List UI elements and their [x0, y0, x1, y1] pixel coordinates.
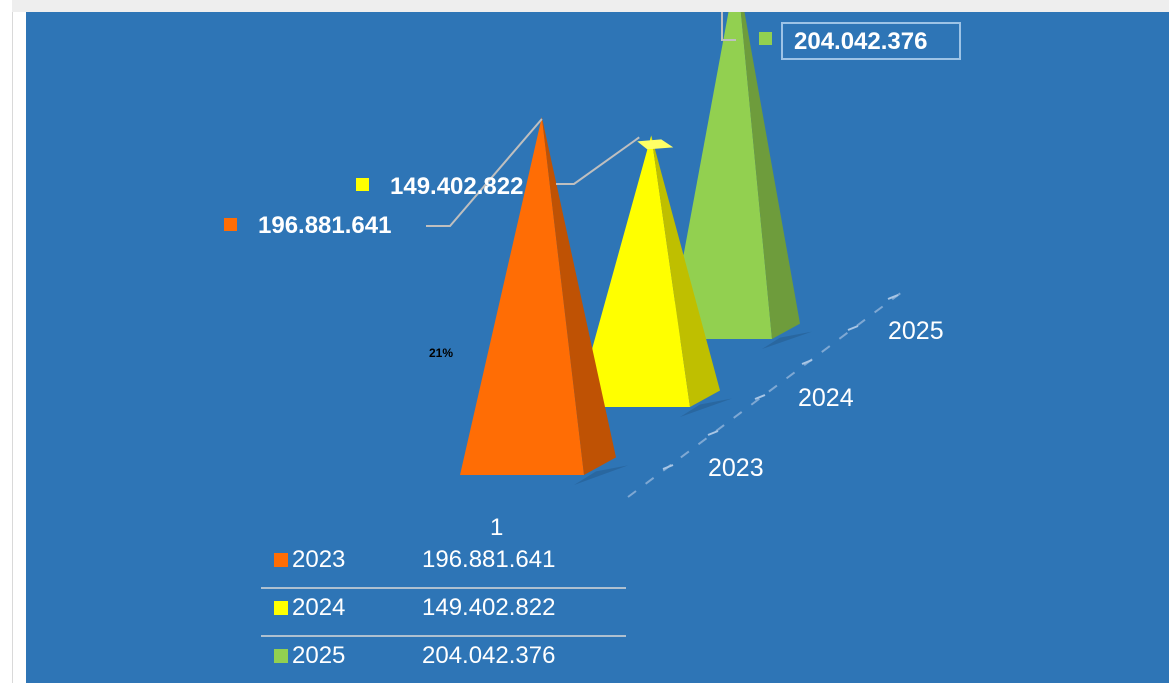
pyramid-shadow	[574, 465, 628, 485]
depth-axis-label: 2025	[888, 317, 944, 345]
leader-line	[426, 118, 543, 227]
legend-key	[759, 32, 772, 45]
table-series-name: 2025	[292, 642, 345, 669]
pyramid-front-face	[576, 135, 690, 407]
pyramid-shadow	[762, 331, 812, 349]
depth-axis-tick	[887, 294, 899, 300]
table-value: 196.881.641	[422, 546, 555, 573]
table-series-name: 2023	[292, 546, 345, 573]
table-legend-key	[274, 601, 288, 615]
table-legend-key	[274, 649, 288, 663]
depth-axis-tick	[801, 359, 813, 365]
table-value: 149.402.822	[422, 594, 555, 621]
leader-line	[556, 136, 640, 185]
pyramid-2025[interactable]	[668, 12, 812, 349]
leader-line	[721, 12, 736, 41]
pyramid-side-face	[541, 117, 616, 475]
table-legend-key	[274, 553, 288, 567]
pyramid-side-face	[740, 12, 800, 339]
pyramid-front-face	[460, 117, 584, 475]
table-series-name: 2024	[292, 594, 345, 621]
depth-axis-tick	[707, 430, 719, 436]
data-label[interactable]: 149.402.822	[390, 173, 523, 200]
depth-axis-tick	[754, 394, 766, 400]
pyramid-front-face	[668, 12, 772, 339]
legend-key	[224, 218, 237, 231]
depth-axis-label: 2023	[708, 454, 764, 482]
pyramid-2024[interactable]	[576, 135, 732, 417]
depth-axis-tick	[847, 325, 859, 331]
percent-annotation: 21%	[429, 346, 453, 360]
pyramid-2023[interactable]	[460, 117, 628, 485]
depth-axis-label: 2024	[798, 384, 854, 412]
window-top-edge	[12, 0, 1169, 12]
pyramid-shadow	[680, 398, 732, 417]
data-label[interactable]: 204.042.376	[794, 28, 927, 55]
data-label[interactable]: 196.881.641	[258, 212, 391, 239]
table-value: 204.042.376	[422, 642, 555, 669]
legend-key	[356, 178, 369, 191]
selected-label-box[interactable]	[781, 22, 961, 60]
table-category-header: 1	[490, 514, 503, 541]
pyramid-top-cap	[637, 139, 674, 150]
depth-axis-tick	[662, 464, 674, 470]
pyramid-chart: 2023 2024 2025 196.881.641 149.402.822 204.0…	[224, 12, 961, 669]
window-left-edge	[0, 0, 13, 683]
pyramid-side-face	[651, 135, 720, 407]
chart-area[interactable]: 2023 2024 2025 196.881.641 149.402.822 204.0…	[26, 12, 1169, 683]
